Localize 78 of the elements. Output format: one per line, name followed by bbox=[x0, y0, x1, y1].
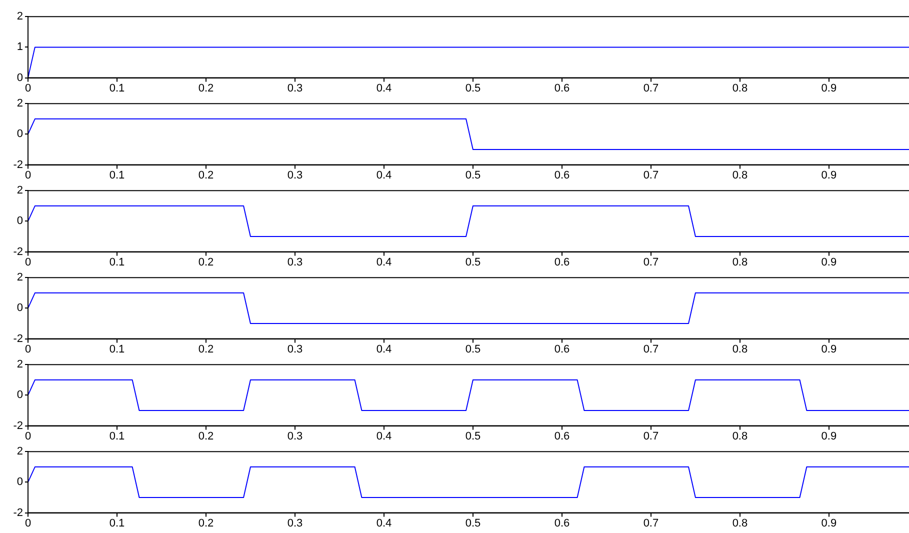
x-tick-label: 0.2 bbox=[198, 343, 214, 356]
x-tick-label: 0.9 bbox=[821, 517, 837, 530]
x-tick-label: 0.6 bbox=[554, 430, 570, 442]
x-tick-label: 0.4 bbox=[376, 517, 392, 530]
y-tick-label: 0 bbox=[16, 302, 23, 314]
x-tick-label: 0.8 bbox=[732, 517, 748, 530]
x-tick-label: 0.1 bbox=[109, 256, 125, 268]
y-tick-label: -2 bbox=[13, 506, 23, 519]
x-tick-label: 0.5 bbox=[465, 169, 481, 182]
x-tick-label: 0.4 bbox=[376, 169, 392, 182]
x-tick-label: 0.4 bbox=[376, 343, 392, 356]
x-tick-label: 0.2 bbox=[198, 256, 214, 268]
x-tick-label: 0.3 bbox=[287, 169, 303, 182]
x-tick-label: 0.6 bbox=[554, 343, 570, 356]
y-tick-label: 2 bbox=[16, 10, 23, 23]
x-tick-label: 0 bbox=[24, 343, 32, 356]
x-tick-label: 0.5 bbox=[465, 256, 481, 268]
x-tick-label: 0.4 bbox=[376, 430, 392, 442]
y-tick-label: -2 bbox=[13, 420, 23, 432]
y-tick-label: 2 bbox=[16, 446, 23, 458]
x-tick-label: 0 bbox=[24, 169, 32, 182]
x-tick-label: 0.8 bbox=[732, 82, 748, 94]
x-tick-label: 0.2 bbox=[198, 430, 214, 442]
x-tick-label: 0.9 bbox=[821, 82, 837, 94]
x-tick-label: 0.7 bbox=[643, 82, 659, 94]
x-tick-label: 0.1 bbox=[109, 430, 125, 442]
x-tick-label: 0.4 bbox=[376, 82, 392, 94]
x-tick-label: 0.1 bbox=[109, 169, 125, 182]
x-tick-label: 0.5 bbox=[465, 82, 481, 94]
y-tick-label: 0 bbox=[16, 128, 23, 140]
x-tick-label: 0.9 bbox=[821, 430, 837, 442]
x-tick-label: 0.8 bbox=[732, 430, 748, 442]
x-tick-label: 0.9 bbox=[821, 343, 837, 356]
x-tick-label: 0.6 bbox=[554, 517, 570, 530]
y-tick-label: 0 bbox=[16, 476, 23, 488]
y-tick-label: 2 bbox=[16, 272, 23, 284]
x-tick-label: 0 bbox=[24, 430, 32, 442]
x-tick-label: 0.4 bbox=[376, 256, 392, 268]
x-tick-label: 0.3 bbox=[287, 517, 303, 530]
x-tick-label: 0.5 bbox=[465, 343, 481, 356]
x-tick-label: 0.1 bbox=[109, 82, 125, 94]
x-tick-label: 0 bbox=[24, 256, 32, 268]
x-tick-label: 0.9 bbox=[821, 169, 837, 182]
x-tick-label: 0.7 bbox=[643, 517, 659, 530]
y-tick-label: 1 bbox=[16, 41, 23, 54]
x-tick-label: 0.1 bbox=[109, 517, 125, 530]
y-tick-label: -2 bbox=[13, 332, 23, 345]
x-tick-label: 0.6 bbox=[554, 169, 570, 182]
x-tick-label: 0.6 bbox=[554, 256, 570, 268]
x-tick-label: 0.3 bbox=[287, 343, 303, 356]
x-tick-label: 0.5 bbox=[465, 430, 481, 442]
y-tick-label: 2 bbox=[16, 358, 23, 371]
x-tick-label: 0.3 bbox=[287, 430, 303, 442]
x-tick-label: 0.8 bbox=[732, 169, 748, 182]
x-tick-label: 0.8 bbox=[732, 256, 748, 268]
y-tick-label: -2 bbox=[13, 246, 23, 258]
x-tick-label: 0.8 bbox=[732, 343, 748, 356]
x-tick-label: 0.3 bbox=[287, 256, 303, 268]
x-tick-label: 0.7 bbox=[643, 343, 659, 356]
x-tick-label: 0.3 bbox=[287, 82, 303, 94]
y-tick-label: 2 bbox=[16, 98, 23, 110]
x-tick-label: 0.7 bbox=[643, 430, 659, 442]
y-tick-label: 0 bbox=[16, 72, 23, 84]
x-tick-label: 0.2 bbox=[198, 517, 214, 530]
x-tick-label: 0.1 bbox=[109, 343, 125, 356]
y-tick-label: 2 bbox=[16, 184, 23, 197]
x-tick-label: 0.7 bbox=[643, 256, 659, 268]
x-tick-label: 0.7 bbox=[643, 169, 659, 182]
x-tick-label: 0.2 bbox=[198, 82, 214, 94]
x-tick-label: 0.6 bbox=[554, 82, 570, 94]
x-tick-label: 0 bbox=[24, 517, 32, 530]
y-tick-label: 0 bbox=[16, 389, 23, 402]
y-tick-label: 0 bbox=[16, 215, 23, 228]
x-tick-label: 0.9 bbox=[821, 256, 837, 268]
x-tick-label: 0.5 bbox=[465, 517, 481, 530]
y-tick-label: -2 bbox=[13, 158, 23, 171]
x-tick-label: 0 bbox=[24, 82, 32, 94]
x-tick-label: 0.2 bbox=[198, 169, 214, 182]
